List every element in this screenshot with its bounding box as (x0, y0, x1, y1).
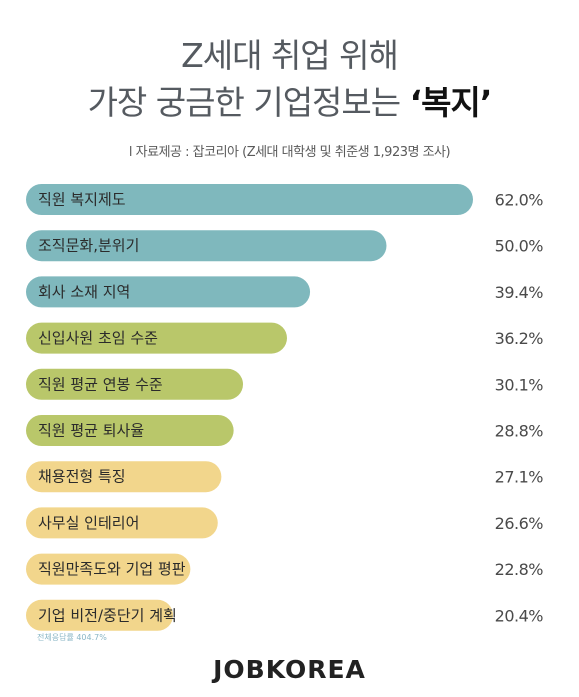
bar (26, 368, 244, 400)
bar (26, 276, 311, 308)
bar-value-label: 36.2% (495, 329, 544, 348)
bar-row: 회사 소재 지역 39.4% (26, 276, 544, 308)
brand-logo: JOBKOREA (213, 655, 366, 684)
bar-row: 직원만족도와 기업 평판 22.8% (26, 553, 544, 585)
bar-row: 조직문화,분위기 50.0% (26, 230, 544, 262)
bar-row: 직원 평균 퇴사율 28.8% (26, 415, 544, 446)
bar-value-label: 26.6% (495, 514, 544, 533)
chart-title-line2: 가장 궁금한 기업정보는 ‘복지’ (0, 81, 579, 125)
bar-row: 사무실 인테리어 26.6% (26, 507, 544, 539)
bar-category-label: 직원만족도와 기업 평판 (38, 560, 186, 578)
bar (26, 184, 473, 215)
bar-row: 채용전형 특징 27.1% (26, 461, 544, 493)
bar-category-label: 채용전형 특징 (38, 468, 126, 486)
bar (26, 461, 222, 493)
chart-title-line1: Z세대 취업 위해 (181, 36, 399, 75)
bar (26, 507, 218, 539)
bar-category-label: 회사 소재 지역 (38, 283, 130, 301)
bar-category-label: 기업 비전/중단기 계획 (38, 606, 177, 624)
bar (26, 230, 387, 262)
bar-row: 기업 비전/중단기 계획 20.4% (26, 599, 544, 631)
bar-value-label: 27.1% (495, 468, 544, 487)
bar-category-label: 신입사원 초임 수준 (38, 329, 158, 347)
bar-value-label: 22.8% (495, 560, 544, 579)
bar (26, 599, 174, 631)
bar-category-label: 사무실 인테리어 (38, 514, 139, 532)
bar (26, 322, 287, 354)
bar-row: 직원 평균 연봉 수준 30.1% (26, 368, 544, 400)
bar (26, 415, 234, 446)
title-highlight: ‘복지’ (409, 83, 493, 122)
bar-value-label: 39.4% (495, 283, 544, 302)
bar-value-label: 30.1% (495, 375, 544, 394)
source-note: l 자료제공 : 잡코리아 (Z세대 대학생 및 취준생 1,923명 조사) (128, 145, 451, 160)
bar-category-label: 직원 복지제도 (38, 191, 126, 209)
title-prefix: 가장 궁금한 기업정보는 (87, 83, 410, 122)
bar-row: 직원 복지제도 62.0% (26, 184, 544, 215)
bar-row: 신입사원 초임 수준 36.2% (26, 322, 544, 354)
bar-category-label: 직원 평균 연봉 수준 (38, 375, 163, 393)
footnote: 전체응답률 404.7% (37, 633, 107, 642)
bar-value-label: 28.8% (495, 422, 544, 441)
bar (26, 553, 191, 585)
bar-value-label: 62.0% (495, 191, 544, 210)
bar-value-label: 50.0% (495, 237, 544, 256)
bar-value-label: 20.4% (495, 606, 544, 625)
bar-category-label: 직원 평균 퇴사율 (38, 422, 144, 440)
bar-category-label: 조직문화,분위기 (38, 237, 139, 255)
bar-chart: 직원 복지제도 62.0% 조직문화,분위기 50.0% 회사 소재 지역 39.4% 신입… (26, 184, 544, 631)
